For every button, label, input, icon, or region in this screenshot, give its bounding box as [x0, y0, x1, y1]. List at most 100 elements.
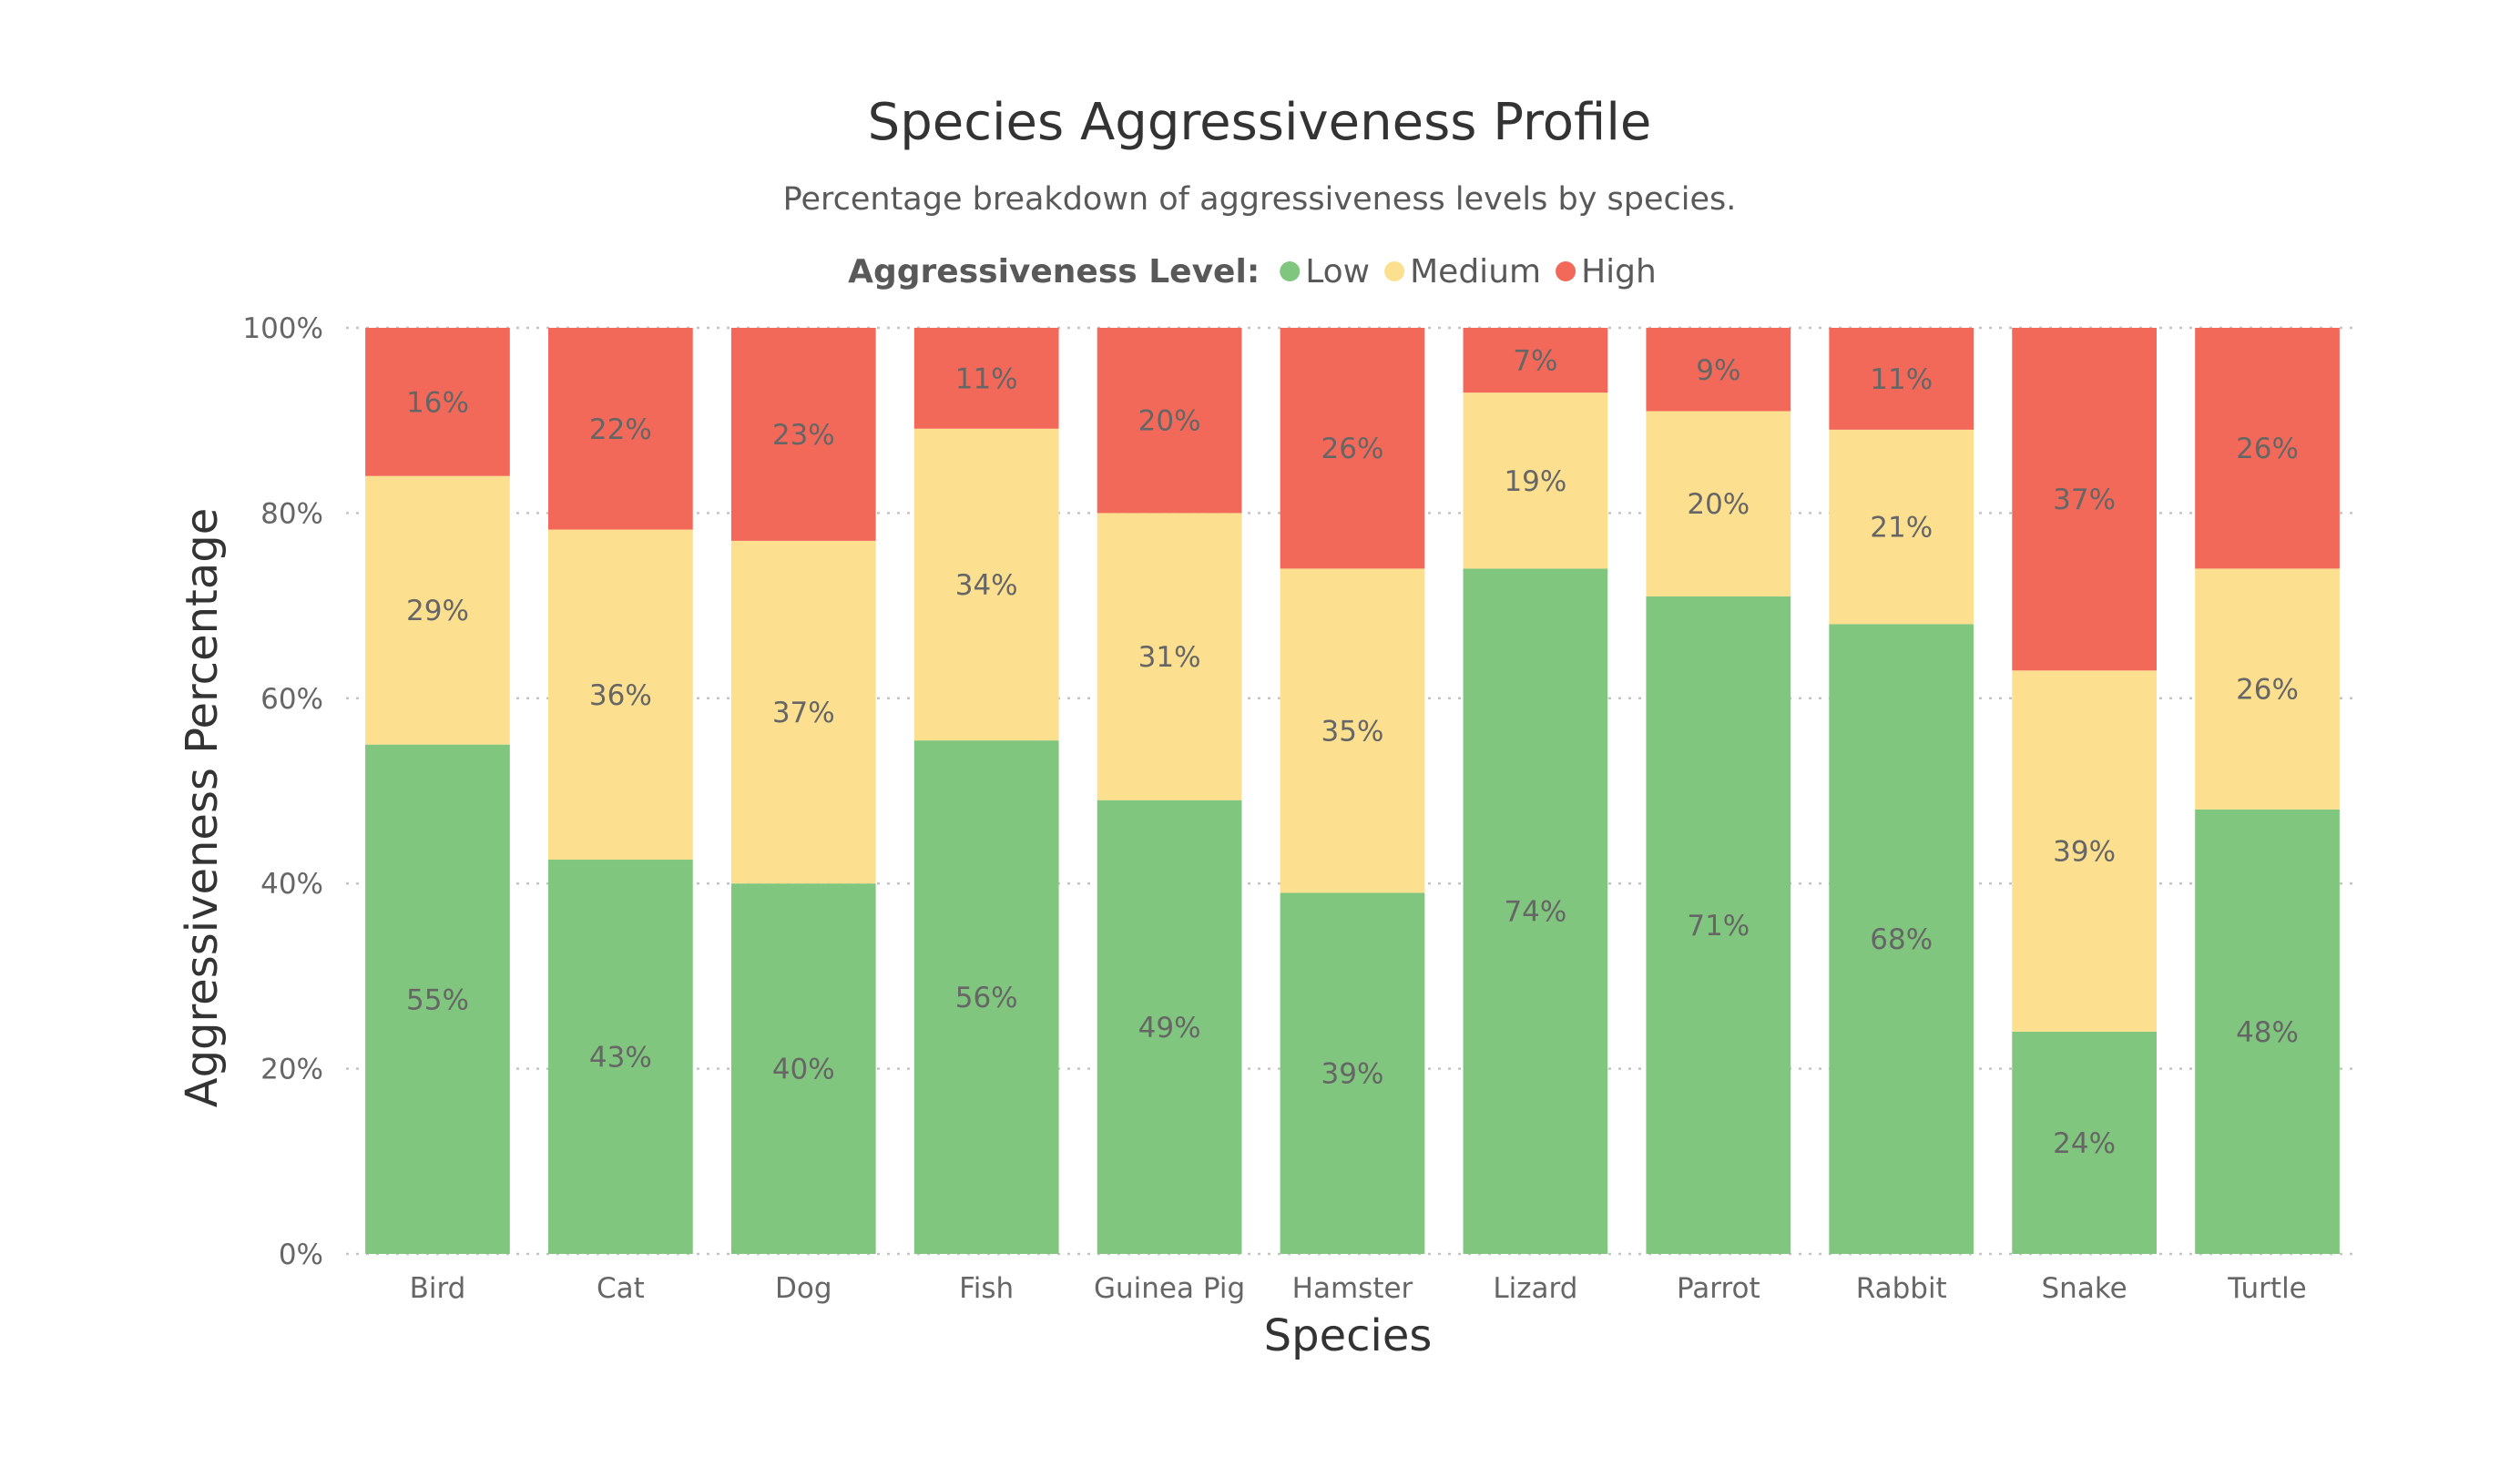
legend-title: Aggressiveness Level:	[848, 253, 1260, 290]
x-axis-label: Species	[1264, 1310, 1433, 1361]
x-tick-label: Snake	[2042, 1272, 2127, 1305]
data-label: 56%	[955, 982, 1018, 1014]
y-tick-label: 0%	[279, 1238, 323, 1271]
data-label: 9%	[1696, 354, 1740, 387]
data-label: 43%	[589, 1042, 652, 1075]
x-axis-ticks: Bird Cat Dog Fish Guinea Pig Hamster Lizard Par…	[410, 1272, 2307, 1305]
data-label: 71%	[1687, 910, 1750, 942]
data-label: 16%	[406, 386, 469, 419]
y-tick-label: 60%	[260, 683, 323, 716]
data-label: 21%	[1870, 512, 1933, 545]
x-tick-label: Guinea Pig	[1094, 1272, 1245, 1305]
data-label: 31%	[1138, 641, 1201, 674]
y-axis-label: Aggressiveness Percentage	[177, 508, 228, 1108]
x-tick-label: Fish	[959, 1272, 1014, 1305]
bar-segment-high	[365, 328, 510, 476]
data-label: 48%	[2236, 1016, 2299, 1049]
data-label: 37%	[772, 697, 835, 729]
y-axis-ticks: 0% 20% 40% 60% 80% 100%	[242, 312, 323, 1271]
bar-segment-medium	[548, 529, 693, 861]
bar-segment-low	[2012, 1031, 2157, 1254]
x-tick-label: Dog	[775, 1272, 832, 1305]
x-tick-label: Turtle	[2227, 1272, 2306, 1305]
bar-segment-high	[1280, 328, 1425, 569]
chart-subtitle: Percentage breakdown of aggressiveness l…	[783, 181, 1737, 218]
bar-segment-medium	[1829, 429, 1974, 625]
data-label: 26%	[2236, 674, 2299, 707]
data-label: 23%	[772, 419, 835, 452]
legend-label-high: High	[1581, 253, 1657, 290]
bar-segment-medium	[1463, 392, 1608, 569]
data-label: 55%	[406, 983, 469, 1016]
bar-segment-medium	[913, 428, 1059, 741]
bar-segment-medium	[2012, 670, 2157, 1032]
bar-segment-low	[1280, 892, 1425, 1254]
bar-segment-high	[548, 328, 693, 530]
legend-marker-medium	[1384, 261, 1405, 281]
legend-marker-high	[1556, 261, 1576, 281]
data-label: 24%	[2053, 1127, 2116, 1160]
y-tick-label: 80%	[260, 497, 323, 530]
x-tick-label: Rabbit	[1856, 1272, 1947, 1305]
bar-segment-medium	[2195, 568, 2340, 810]
data-label: 11%	[955, 362, 1018, 395]
data-label: 19%	[1504, 465, 1566, 498]
data-label: 7%	[1513, 345, 1557, 378]
x-tick-label: Lizard	[1493, 1272, 1577, 1305]
bar-segment-high	[1829, 328, 1974, 430]
bar-segment-low	[1097, 800, 1242, 1254]
data-label: 35%	[1321, 715, 1384, 748]
bar-group: 68% 21% 11%	[1829, 328, 1974, 1254]
data-label: 20%	[1138, 405, 1201, 438]
bar-group: 43% 36% 22%	[548, 328, 693, 1254]
bar-segment-low	[913, 740, 1059, 1254]
bar-group: 40% 37% 23%	[730, 328, 876, 1254]
bar-group: 48% 26% 26%	[2195, 328, 2340, 1254]
bars: 55% 29% 16% 43% 36% 22% 40% 37% 23% 56% 34% 11% 49% 3…	[365, 328, 2340, 1254]
bar-segment-low	[548, 860, 693, 1254]
bar-segment-medium	[730, 540, 876, 884]
bar-segment-low	[730, 883, 876, 1254]
bar-group: 74% 19% 7%	[1463, 328, 1608, 1254]
bar-segment-high	[913, 328, 1059, 429]
y-tick-label: 40%	[260, 868, 323, 901]
x-tick-label: Parrot	[1677, 1272, 1760, 1305]
x-tick-label: Cat	[597, 1272, 645, 1305]
legend-label-medium: Medium	[1410, 253, 1541, 290]
bar-segment-low	[1463, 568, 1608, 1254]
bar-segment-high	[2012, 328, 2157, 671]
x-tick-label: Hamster	[1292, 1272, 1413, 1305]
bar-segment-low	[1646, 596, 1791, 1254]
bar-segment-high	[1097, 328, 1242, 514]
bar-group: 39% 35% 26%	[1280, 328, 1425, 1254]
legend-label-low: Low	[1305, 253, 1370, 290]
y-tick-label: 20%	[260, 1054, 323, 1086]
data-label: 37%	[2053, 484, 2116, 516]
data-label: 20%	[1687, 488, 1750, 521]
data-label: 40%	[772, 1054, 835, 1086]
legend-marker-low	[1280, 261, 1301, 281]
data-label: 29%	[406, 595, 469, 627]
bar-segment-high	[1646, 328, 1791, 412]
bar-segment-medium	[365, 475, 510, 745]
bar-segment-medium	[1280, 568, 1425, 893]
chart-title: Species Aggressiveness Profile	[868, 93, 1652, 152]
bar-segment-high	[1463, 328, 1608, 393]
data-label: 26%	[1321, 433, 1384, 465]
bar-segment-medium	[1097, 513, 1242, 800]
bar-segment-low	[2195, 809, 2340, 1254]
data-label: 22%	[589, 413, 652, 446]
bar-group: 49% 31% 20%	[1097, 328, 1242, 1254]
data-label: 36%	[589, 679, 652, 712]
bar-group: 71% 20% 9%	[1646, 328, 1791, 1254]
bar-group: 24% 39% 37%	[2012, 328, 2157, 1254]
bar-group: 56% 34% 11%	[913, 328, 1059, 1254]
data-label: 34%	[955, 569, 1018, 602]
bar-segment-low	[365, 744, 510, 1254]
data-label: 74%	[1504, 896, 1566, 929]
data-label: 49%	[1138, 1012, 1201, 1044]
bar-segment-low	[1829, 624, 1974, 1254]
bar-group: 55% 29% 16%	[365, 328, 510, 1254]
